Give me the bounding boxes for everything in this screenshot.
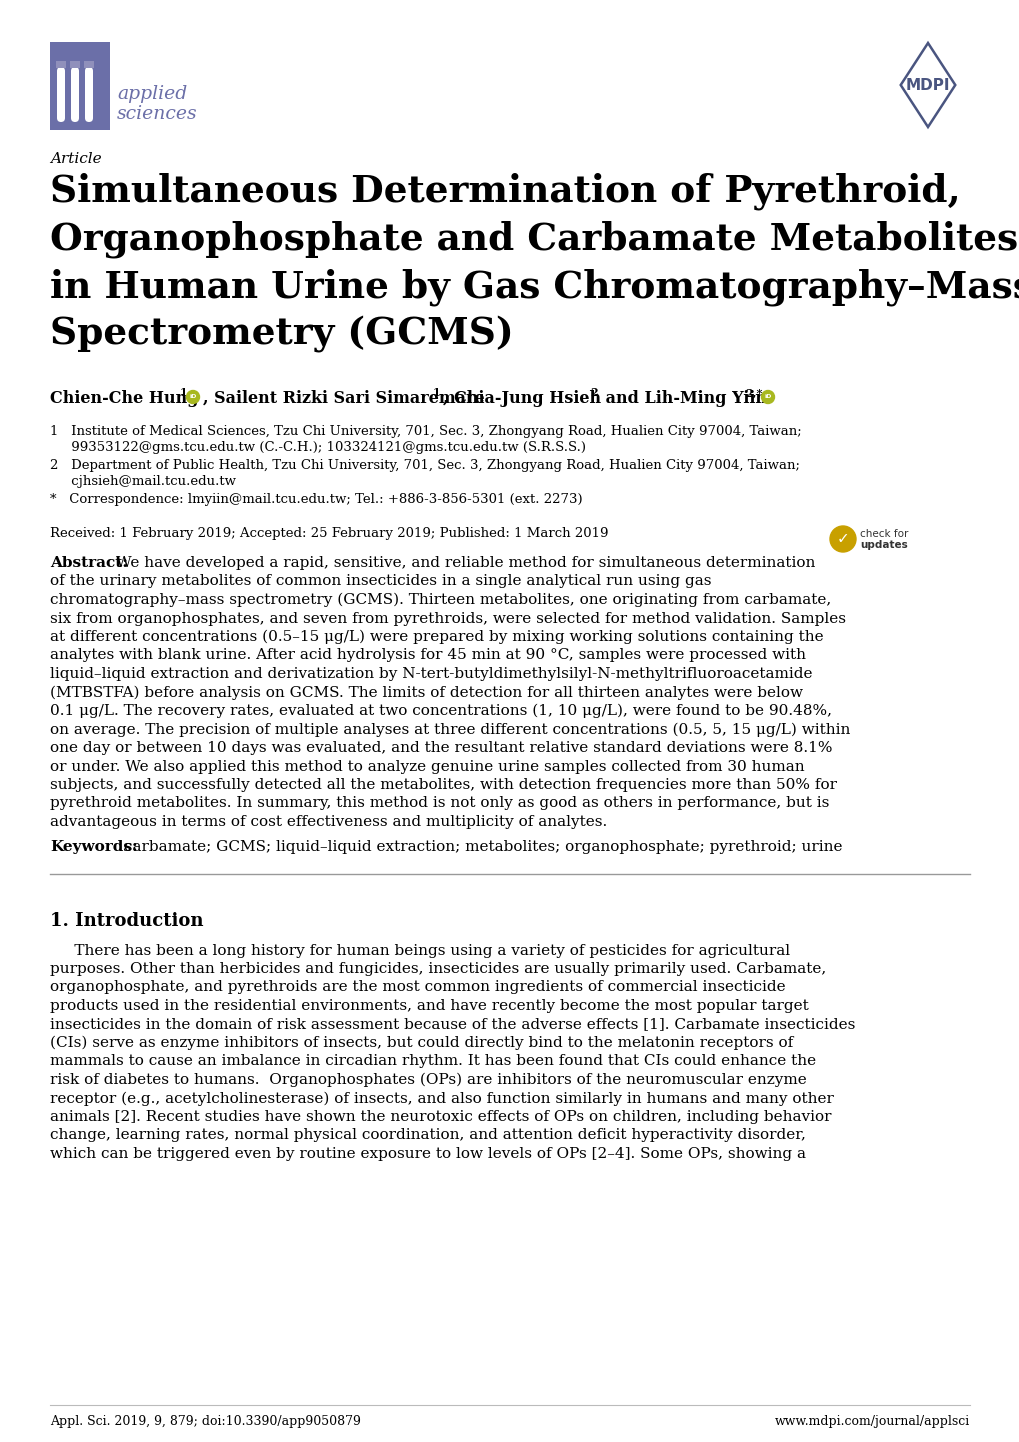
Text: 2: 2 [589,386,597,398]
Text: Received: 1 February 2019; Accepted: 25 February 2019; Published: 1 March 2019: Received: 1 February 2019; Accepted: 25 … [50,526,608,539]
Text: Appl. Sci. 2019, 9, 879; doi:10.3390/app9050879: Appl. Sci. 2019, 9, 879; doi:10.3390/app… [50,1415,361,1428]
Text: Spectrometry (GCMS): Spectrometry (GCMS) [50,316,514,353]
Text: analytes with blank urine. After acid hydrolysis for 45 min at 90 °C, samples we: analytes with blank urine. After acid hy… [50,649,805,662]
FancyBboxPatch shape [71,66,78,123]
FancyBboxPatch shape [57,66,65,123]
Text: or under. We also applied this method to analyze genuine urine samples collected: or under. We also applied this method to… [50,760,804,773]
Text: Organophosphate and Carbamate Metabolites: Organophosphate and Carbamate Metabolite… [50,221,1017,258]
Text: carbamate; GCMS; liquid–liquid extraction; metabolites; organophosphate; pyrethr: carbamate; GCMS; liquid–liquid extractio… [124,839,842,854]
Text: mammals to cause an imbalance in circadian rhythm. It has been found that CIs co: mammals to cause an imbalance in circadi… [50,1054,815,1069]
Text: receptor (e.g., acetylcholinesterase) of insects, and also function similarly in: receptor (e.g., acetylcholinesterase) of… [50,1092,834,1106]
Text: 0.1 μg/L. The recovery rates, evaluated at two concentrations (1, 10 μg/L), were: 0.1 μg/L. The recovery rates, evaluated … [50,704,832,718]
Text: Article: Article [50,151,102,166]
Text: six from organophosphates, and seven from pyrethroids, were selected for method : six from organophosphates, and seven fro… [50,611,845,626]
Text: 1. Introduction: 1. Introduction [50,911,204,930]
Text: (MTBSTFA) before analysis on GCMS. The limits of detection for all thirteen anal: (MTBSTFA) before analysis on GCMS. The l… [50,685,802,699]
Text: advantageous in terms of cost effectiveness and multiplicity of analytes.: advantageous in terms of cost effectiven… [50,815,606,829]
Text: 1: 1 [433,386,440,398]
Text: www.mdpi.com/journal/applsci: www.mdpi.com/journal/applsci [774,1415,969,1428]
Text: , Chia-Jung Hsieh: , Chia-Jung Hsieh [442,389,600,407]
Text: risk of diabetes to humans.  Organophosphates (OPs) are inhibitors of the neurom: risk of diabetes to humans. Organophosph… [50,1073,806,1087]
Text: ✓: ✓ [836,532,849,547]
Circle shape [186,391,200,404]
Text: which can be triggered even by routine exposure to low levels of OPs [2–4]. Some: which can be triggered even by routine e… [50,1146,805,1161]
Text: There has been a long history for human beings using a variety of pesticides for: There has been a long history for human … [50,943,790,957]
Text: updates: updates [859,539,907,549]
Text: 2   Department of Public Health, Tzu Chi University, 701, Sec. 3, Zhongyang Road: 2 Department of Public Health, Tzu Chi U… [50,459,799,472]
Text: iD: iD [190,395,197,399]
Text: liquid–liquid extraction and derivatization by N-tert-butyldimethylsilyl-N-methy: liquid–liquid extraction and derivatizat… [50,668,812,681]
FancyBboxPatch shape [85,66,93,123]
Text: (CIs) serve as enzyme inhibitors of insects, but could directly bind to the mela: (CIs) serve as enzyme inhibitors of inse… [50,1035,793,1050]
Text: Abstract:: Abstract: [50,557,127,570]
FancyBboxPatch shape [56,61,66,68]
Text: chromatography–mass spectrometry (GCMS). Thirteen metabolites, one originating f: chromatography–mass spectrometry (GCMS).… [50,593,830,607]
FancyBboxPatch shape [70,61,79,68]
Text: Simultaneous Determination of Pyrethroid,: Simultaneous Determination of Pyrethroid… [50,172,960,209]
Text: applied: applied [117,85,187,102]
Text: 99353122@gms.tcu.edu.tw (C.-C.H.); 103324121@gms.tcu.edu.tw (S.R.S.S.): 99353122@gms.tcu.edu.tw (C.-C.H.); 10332… [50,441,586,454]
Text: , Sailent Rizki Sari Simaremare: , Sailent Rizki Sari Simaremare [203,389,484,407]
Text: cjhsieh@mail.tcu.edu.tw: cjhsieh@mail.tcu.edu.tw [50,474,235,487]
Text: insecticides in the domain of risk assessment because of the adverse effects [1]: insecticides in the domain of risk asses… [50,1018,855,1031]
Text: iD: iD [763,395,771,399]
Circle shape [829,526,855,552]
Text: one day or between 10 days was evaluated, and the resultant relative standard de: one day or between 10 days was evaluated… [50,741,832,756]
Text: products used in the residential environments, and have recently become the most: products used in the residential environ… [50,999,808,1012]
Text: Keywords:: Keywords: [50,839,138,854]
Text: sciences: sciences [117,105,198,123]
Circle shape [761,391,773,404]
Text: at different concentrations (0.5–15 μg/L) were prepared by mixing working soluti: at different concentrations (0.5–15 μg/L… [50,630,822,645]
Text: change, learning rates, normal physical coordination, and attention deficit hype: change, learning rates, normal physical … [50,1129,805,1142]
FancyBboxPatch shape [84,61,94,68]
Text: check for: check for [859,529,908,539]
Text: in Human Urine by Gas Chromatography–Mass: in Human Urine by Gas Chromatography–Mas… [50,268,1019,306]
Text: 2,*: 2,* [744,386,761,398]
Text: subjects, and successfully detected all the metabolites, with detection frequenc: subjects, and successfully detected all … [50,779,837,792]
Text: MDPI: MDPI [905,78,950,92]
Text: organophosphate, and pyrethroids are the most common ingredients of commercial i: organophosphate, and pyrethroids are the… [50,981,785,995]
Text: animals [2]. Recent studies have shown the neurotoxic effects of OPs on children: animals [2]. Recent studies have shown t… [50,1110,830,1123]
Text: purposes. Other than herbicides and fungicides, insecticides are usually primari: purposes. Other than herbicides and fung… [50,962,825,976]
Text: pyrethroid metabolites. In summary, this method is not only as good as others in: pyrethroid metabolites. In summary, this… [50,796,828,810]
Text: Chien-Che Hung: Chien-Che Hung [50,389,199,407]
Text: and Lih-Ming Yiin: and Lih-Ming Yiin [599,389,766,407]
Text: *   Correspondence: lmyiin@mail.tcu.edu.tw; Tel.: +886-3-856-5301 (ext. 2273): * Correspondence: lmyiin@mail.tcu.edu.tw… [50,493,582,506]
Text: We have developed a rapid, sensitive, and reliable method for simultaneous deter: We have developed a rapid, sensitive, an… [116,557,814,570]
Text: 1: 1 [179,386,187,398]
Text: on average. The precision of multiple analyses at three different concentrations: on average. The precision of multiple an… [50,722,850,737]
Text: of the urinary metabolites of common insecticides in a single analytical run usi: of the urinary metabolites of common ins… [50,574,711,588]
FancyBboxPatch shape [50,42,110,130]
Text: 1   Institute of Medical Sciences, Tzu Chi University, 701, Sec. 3, Zhongyang Ro: 1 Institute of Medical Sciences, Tzu Chi… [50,425,801,438]
